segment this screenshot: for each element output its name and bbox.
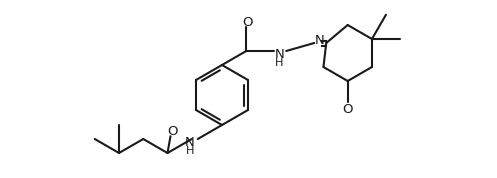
Text: H: H [275, 58, 283, 68]
Text: O: O [242, 16, 252, 29]
Text: N: N [274, 48, 284, 61]
Text: N: N [185, 135, 195, 148]
Text: O: O [342, 103, 353, 116]
Text: H: H [185, 146, 194, 156]
Text: N: N [315, 35, 324, 48]
Text: O: O [167, 125, 178, 138]
